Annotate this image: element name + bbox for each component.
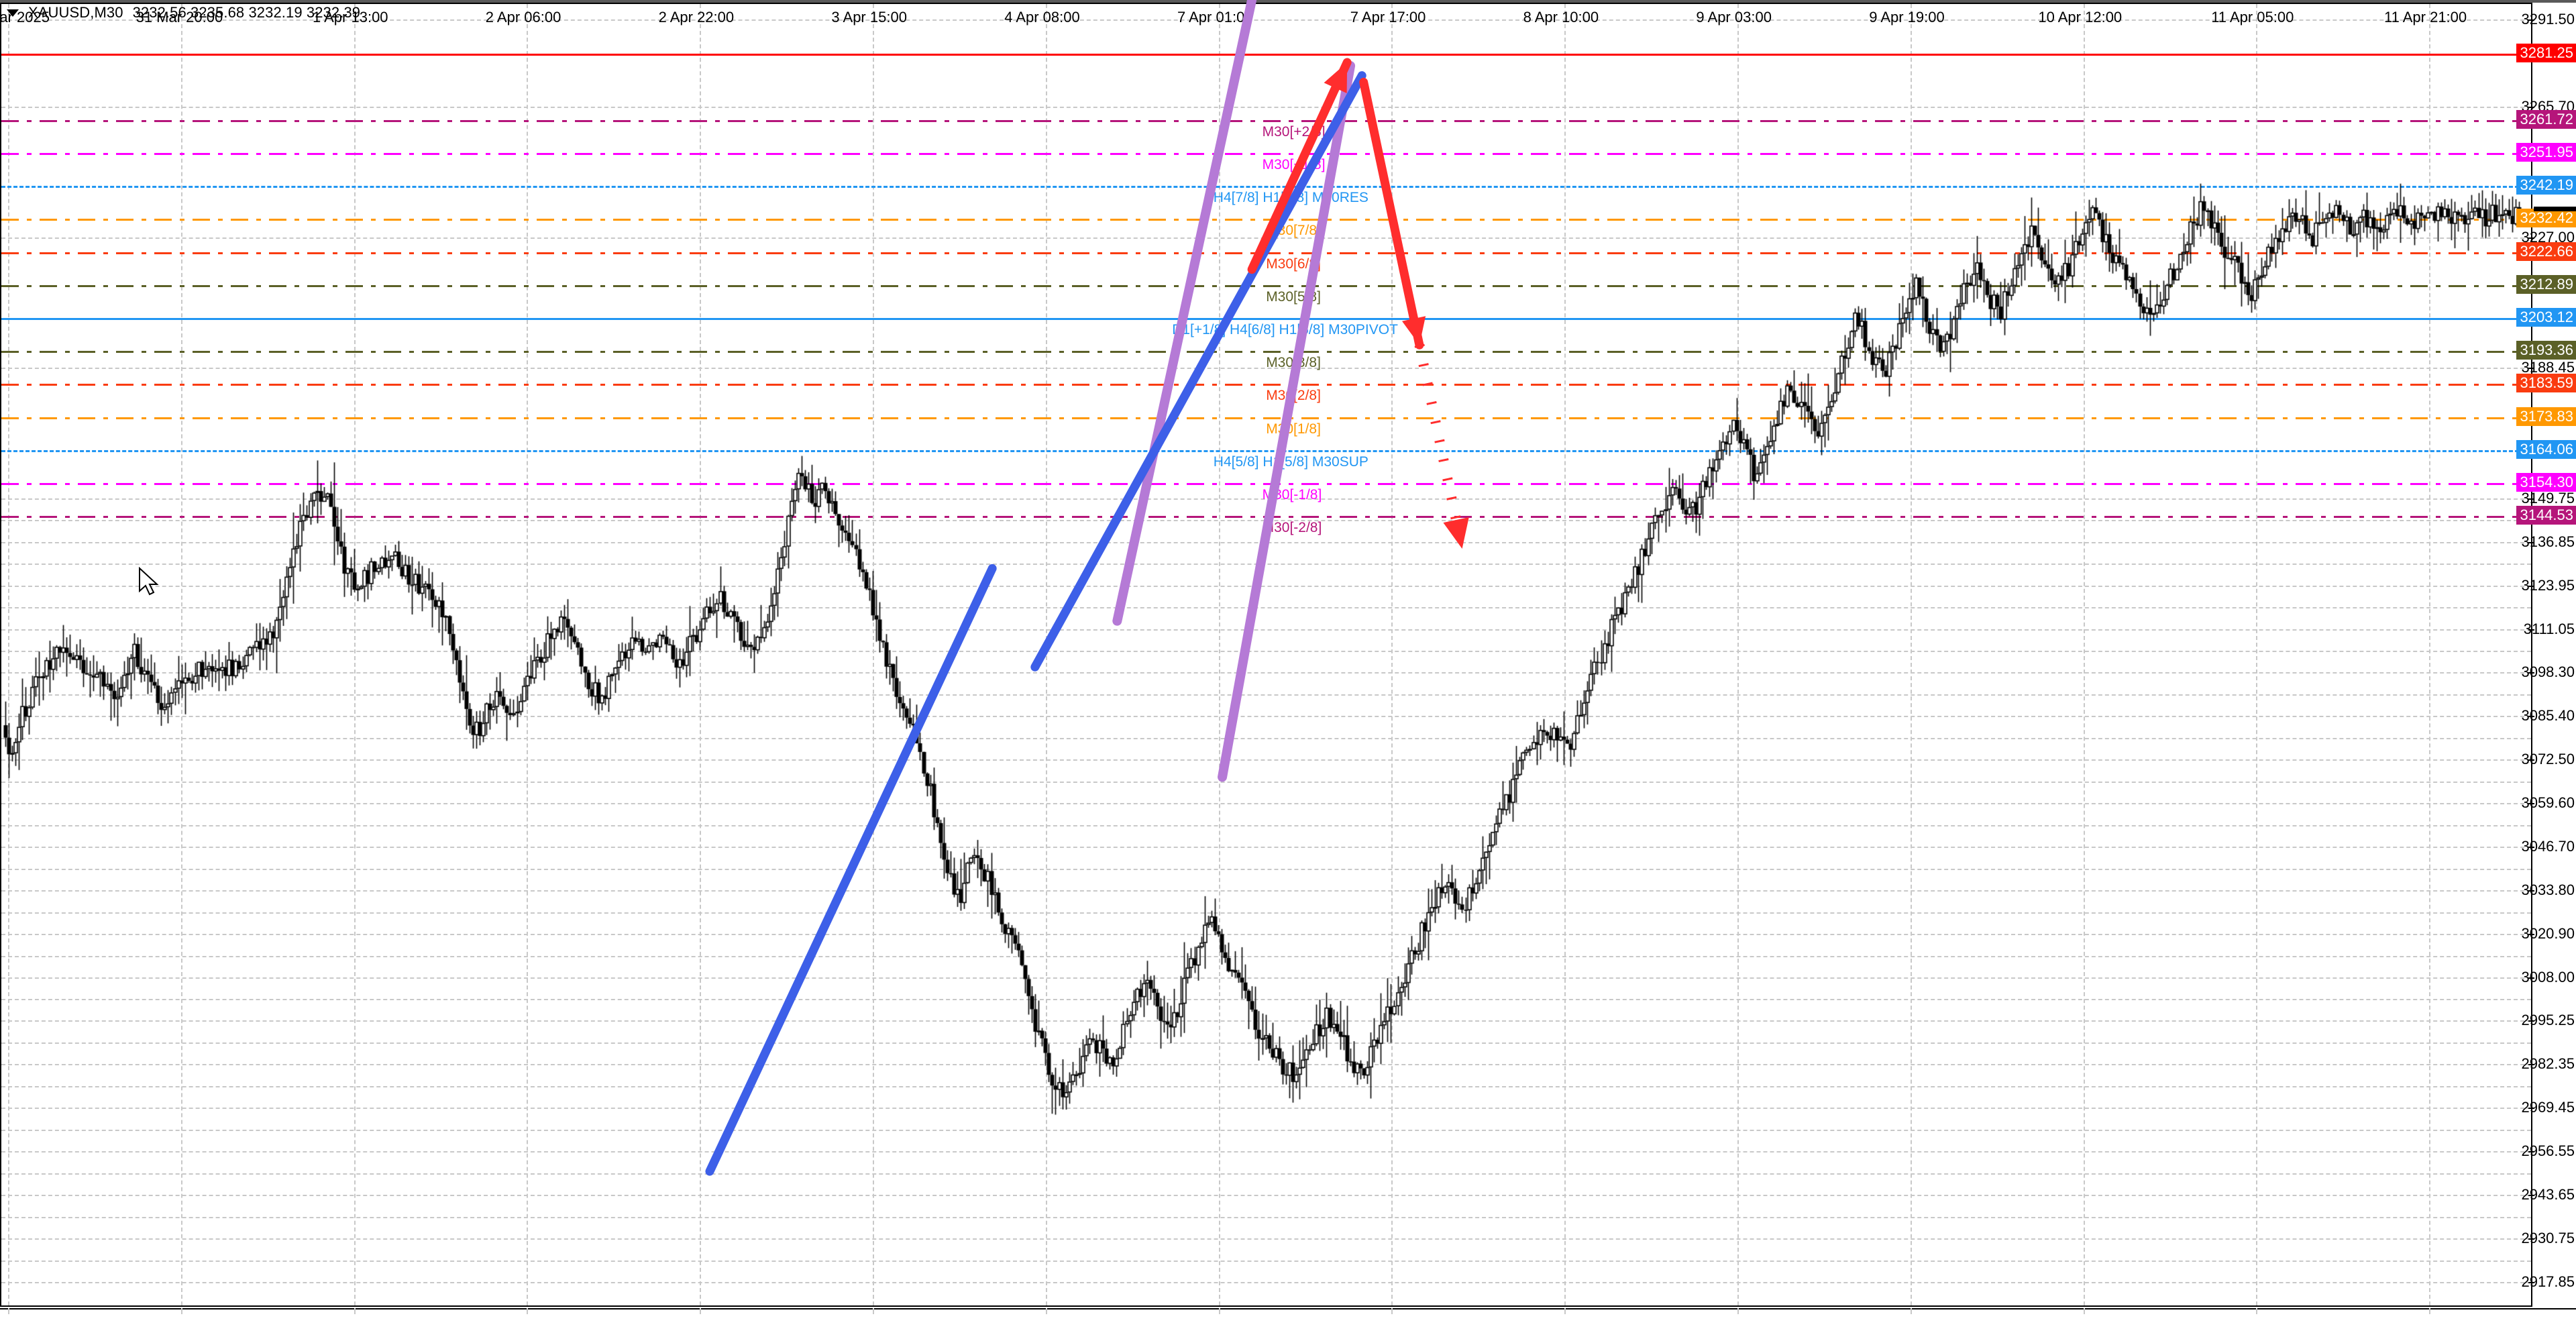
price-axis-tick	[2528, 106, 2534, 108]
time-axis-tick	[2256, 1308, 2258, 1314]
price-axis-tick-label: 3085.40	[2521, 707, 2575, 725]
price-axis-tick	[2528, 977, 2534, 979]
price-axis-tick	[2528, 759, 2534, 761]
price-axis-tick	[2528, 367, 2534, 369]
price-axis-tick	[2528, 237, 2534, 239]
time-axis-tick-label: 10 Apr 12:00	[2038, 9, 2123, 25]
time-axis-tick	[1391, 1308, 1393, 1314]
price-axis-tick-label: 3072.50	[2521, 751, 2575, 768]
price-axis-badge[interactable]: 3212.89	[2516, 274, 2576, 294]
price-axis-badge[interactable]: 3173.83	[2516, 407, 2576, 426]
time-axis-tick-label: 7 Apr 01:00	[1177, 9, 1253, 25]
time-axis-tick	[180, 1308, 182, 1314]
time-axis-tick-label: 9 Apr 03:00	[1696, 9, 1772, 25]
price-axis-tick	[2528, 803, 2534, 805]
price-axis-badge[interactable]: 3232.42	[2516, 209, 2576, 228]
price-axis-tick-label: 3046.70	[2521, 838, 2575, 855]
time-axis-tick-label: 3 Apr 15:00	[831, 9, 907, 25]
price-axis-tick	[2528, 1195, 2534, 1197]
ohlc-values: 3232.56 3235.68 3232.19 3232.39	[132, 4, 361, 21]
caret-down-icon[interactable]	[7, 9, 19, 17]
price-axis-badge[interactable]: 3154.30	[2516, 473, 2576, 492]
price-axis-tick	[2528, 1282, 2534, 1284]
price-axis-tick-label: 3123.95	[2521, 576, 2575, 594]
price-axis-badge[interactable]: 3203.12	[2516, 308, 2576, 327]
price-axis-tick	[2528, 1064, 2534, 1066]
time-axis-tick	[2083, 1308, 2085, 1314]
time-axis-tick-label: 1 Apr 13:00	[313, 9, 388, 25]
price-axis-tick-label: 2969.45	[2521, 1099, 2575, 1116]
price-axis-tick-label: 2956.55	[2521, 1142, 2575, 1160]
time-axis-tick	[354, 1308, 356, 1314]
price-axis-tick-label: 2982.35	[2521, 1055, 2575, 1073]
price-axis-tick-label: 3149.75	[2521, 489, 2575, 506]
time-axis-tick-label: 11 Apr 21:00	[2384, 9, 2467, 25]
price-axis-tick	[2528, 672, 2534, 674]
price-axis-tick	[2528, 1108, 2534, 1110]
time-axis-tick	[8, 1308, 9, 1314]
price-axis-tick-label: 3059.60	[2521, 794, 2575, 812]
time-axis-pane[interactable]	[0, 1308, 2576, 1339]
time-axis-tick	[527, 1308, 529, 1314]
price-axis-tick	[2528, 890, 2534, 892]
price-axis-tick	[2528, 1020, 2534, 1022]
time-axis-tick	[1564, 1308, 1566, 1314]
price-axis-tick	[2528, 629, 2534, 631]
price-axis-badge[interactable]: 3261.72	[2516, 109, 2576, 129]
price-axis-tick-label: 3291.50	[2521, 10, 2575, 28]
price-axis-tick-label: 3136.85	[2521, 533, 2575, 550]
time-axis-tick-label: 9 Apr 19:00	[1869, 9, 1945, 25]
price-axis-badge[interactable]: 3164.06	[2516, 439, 2576, 459]
time-axis-tick-label: 11 Apr 05:00	[2211, 9, 2294, 25]
price-axis-tick	[2528, 1151, 2534, 1153]
price-axis-badge[interactable]: 3242.19	[2516, 176, 2576, 195]
price-axis-tick	[2528, 541, 2534, 543]
price-axis-tick	[2528, 847, 2534, 849]
price-axis-tick-label: 3008.00	[2521, 969, 2575, 986]
price-axis-badge[interactable]: 3193.36	[2516, 341, 2576, 360]
time-axis-tick	[873, 1308, 874, 1314]
price-axis-badge[interactable]: 3144.53	[2516, 506, 2576, 525]
symbol-label: XAUUSD,M30	[28, 4, 123, 21]
mouse-cursor	[138, 566, 159, 596]
price-axis-badge[interactable]: 3251.95	[2516, 142, 2576, 162]
price-axis-tick	[2528, 716, 2534, 718]
price-axis-tick-label: 2943.65	[2521, 1186, 2575, 1203]
price-axis-tick-label: 3020.90	[2521, 925, 2575, 943]
time-axis-tick	[700, 1308, 702, 1314]
price-axis-badge[interactable]: 3183.59	[2516, 374, 2576, 393]
price-axis-tick	[2528, 19, 2534, 21]
price-axis-tick-label: 2930.75	[2521, 1230, 2575, 1247]
candlestick-series	[0, 0, 2532, 1307]
price-axis-tick	[2528, 1238, 2534, 1240]
price-axis-tick-label: 3098.30	[2521, 663, 2575, 681]
price-axis-tick-label: 2995.25	[2521, 1012, 2575, 1029]
price-axis-tick-label: 3111.05	[2523, 620, 2575, 637]
price-axis-badge[interactable]: 3222.66	[2516, 242, 2576, 261]
price-axis-tick-label: 3033.80	[2521, 881, 2575, 899]
symbol-header: XAUUSD,M30 3232.56 3235.68 3232.19 3232.…	[7, 4, 360, 21]
time-axis-tick-label: 2 Apr 22:00	[658, 9, 735, 25]
time-axis-tick-label: 4 Apr 08:00	[1004, 9, 1080, 25]
time-axis-tick	[1737, 1308, 1739, 1314]
time-axis-tick	[1218, 1308, 1220, 1314]
price-axis-tick	[2528, 585, 2534, 587]
time-axis-tick-label: 8 Apr 10:00	[1523, 9, 1599, 25]
time-axis-tick	[1045, 1308, 1047, 1314]
price-axis-tick	[2528, 498, 2534, 500]
price-axis-tick-label: 2917.85	[2521, 1273, 2575, 1291]
time-axis-tick-label: 7 Apr 17:00	[1350, 9, 1426, 25]
time-axis-tick	[1910, 1308, 1912, 1314]
time-axis-tick-label: 31 Mar 20:00	[136, 9, 223, 25]
price-axis-badge[interactable]: 3281.25	[2516, 44, 2576, 63]
price-axis-tick	[2528, 934, 2534, 936]
current-price-marker	[2534, 207, 2576, 212]
time-axis-tick-label: 2 Apr 06:00	[485, 9, 561, 25]
price-axis-tick-label: 3188.45	[2521, 358, 2575, 376]
time-axis-tick	[2429, 1308, 2431, 1314]
